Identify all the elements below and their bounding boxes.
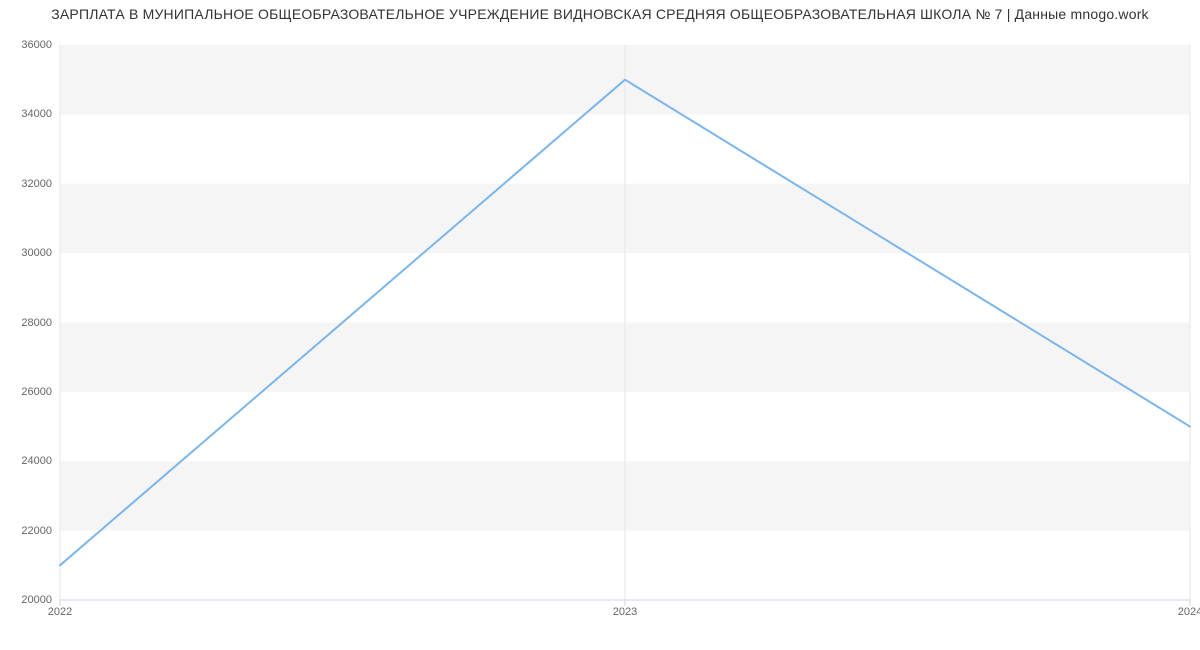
plot-area: 2000022000240002600028000300003200034000… — [60, 45, 1190, 600]
x-axis-label: 2022 — [48, 600, 72, 618]
y-axis-label: 26000 — [21, 386, 60, 398]
chart-title: ЗАРПЛАТА В МУНИПАЛЬНОЕ ОБЩЕОБРАЗОВАТЕЛЬН… — [0, 6, 1200, 22]
y-axis-label: 32000 — [21, 178, 60, 190]
chart-container: ЗАРПЛАТА В МУНИПАЛЬНОЕ ОБЩЕОБРАЗОВАТЕЛЬН… — [0, 0, 1200, 650]
y-axis-label: 28000 — [21, 317, 60, 329]
chart-svg — [60, 45, 1190, 600]
y-axis-label: 24000 — [21, 455, 60, 467]
y-axis-label: 22000 — [21, 525, 60, 537]
x-axis-label: 2023 — [613, 600, 637, 618]
y-axis-label: 34000 — [21, 108, 60, 120]
y-axis-label: 30000 — [21, 247, 60, 259]
y-axis-label: 36000 — [21, 39, 60, 51]
x-axis-label: 2024 — [1178, 600, 1200, 618]
